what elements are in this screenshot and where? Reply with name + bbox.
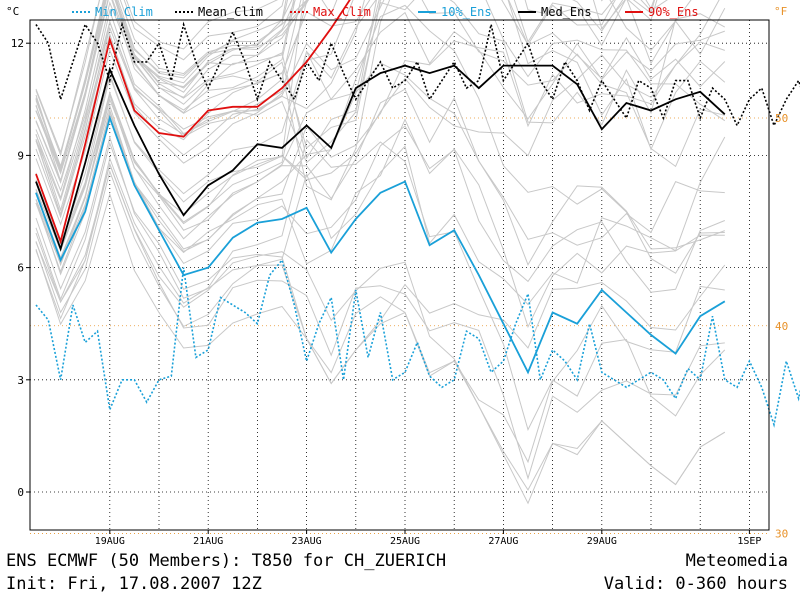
ensemble-member-line	[35, 0, 692, 262]
brand-label: Meteomedia	[685, 551, 788, 571]
date-tick-label: 21AUG	[193, 536, 223, 547]
ensemble-members	[35, 0, 726, 505]
celsius-tick-label: 6	[17, 262, 24, 275]
ensemble-member-line	[35, 4, 725, 276]
ensemble-member-line	[35, 108, 725, 293]
fahrenheit-unit-label: °F	[774, 5, 787, 18]
legend-label: Med_Ens	[541, 5, 592, 19]
ensemble-member-line	[35, 136, 726, 328]
legend-label: Mean_Clim	[198, 5, 263, 19]
date-tick-label: 1SEP	[737, 536, 761, 547]
celsius-tick-label: 9	[17, 149, 24, 162]
ensemble-member-line	[35, 88, 725, 266]
ensemble-member-line	[35, 0, 309, 172]
series-med-ens	[35, 64, 726, 252]
ensemble-member-line	[35, 0, 616, 212]
ensemble-member-line	[35, 0, 656, 183]
series-mean-clim	[35, 21, 800, 128]
ensemble-member-line	[35, 0, 726, 192]
celsius-tick-label: 0	[17, 486, 24, 499]
date-tick-label: 25AUG	[390, 536, 420, 547]
ensemble-member-line	[35, 0, 726, 219]
ensemble-member-line	[35, 0, 655, 201]
date-axis: 19AUG 21AUG 23AUG 25AUG 27AUG 29AUG 1SEP	[95, 530, 761, 547]
ensemble-member-line	[35, 0, 296, 172]
ensemble-member-line	[35, 0, 309, 226]
ensemble-member-line	[35, 135, 725, 464]
legend-label: 90%_Ens	[648, 5, 699, 19]
date-tick-label: 23AUG	[292, 536, 322, 547]
ensemble-member-line	[35, 0, 293, 168]
ensemble-member-line	[35, 0, 289, 175]
celsius-axis: 036912151821	[11, 37, 30, 499]
init-time: Init: Fri, 17.08.2007 12Z	[6, 574, 262, 594]
ensemble-member-line	[35, 138, 726, 431]
ensemble-member-line	[35, 0, 287, 182]
ensemble-member-line	[35, 0, 308, 172]
chart-title: ENS ECMWF (50 Members): T850 for CH_ZUER…	[6, 551, 447, 571]
series-10-ens	[35, 114, 726, 375]
date-tick-label: 27AUG	[488, 536, 518, 547]
fahrenheit-tick-label: 30	[775, 528, 788, 541]
ensemble-member-line	[35, 0, 296, 185]
date-tick-label: 29AUG	[587, 536, 617, 547]
celsius-tick-label: 12	[11, 37, 24, 50]
legend-label: Max_Clim	[313, 5, 371, 19]
legend-label: 10%_Ens	[441, 5, 492, 19]
ensemble-member-line	[35, 0, 279, 154]
celsius-unit-label: °C	[6, 5, 19, 18]
ensemble-member-line	[35, 0, 309, 174]
ensemble-member-line	[35, 162, 725, 480]
legend: Min_Clim Mean_Clim Max_Clim 10%_Ens Med_Ens 9…	[72, 5, 699, 19]
celsius-tick-label: 3	[17, 374, 24, 387]
legend-label: Min_Clim	[95, 5, 153, 19]
ensemble-member-line	[35, 0, 302, 202]
series-90-ens	[35, 0, 351, 245]
ensemble-member-line	[35, 0, 726, 250]
date-tick-label: 19AUG	[95, 536, 125, 547]
fahrenheit-axis: 3040506070	[775, 112, 788, 541]
fahrenheit-tick-label: 50	[775, 112, 788, 125]
plot-frame	[29, 19, 770, 531]
valid-range: Valid: 0-360 hours	[603, 574, 788, 594]
ensemble-member-line	[35, 11, 725, 266]
fahrenheit-tick-label: 40	[775, 320, 788, 333]
ensemble-member-line	[35, 40, 725, 265]
series-lines	[35, 0, 800, 428]
ensemble-member-line	[35, 0, 285, 157]
ensemble-member-line	[35, 141, 726, 385]
ensemble-member-line	[35, 162, 726, 491]
